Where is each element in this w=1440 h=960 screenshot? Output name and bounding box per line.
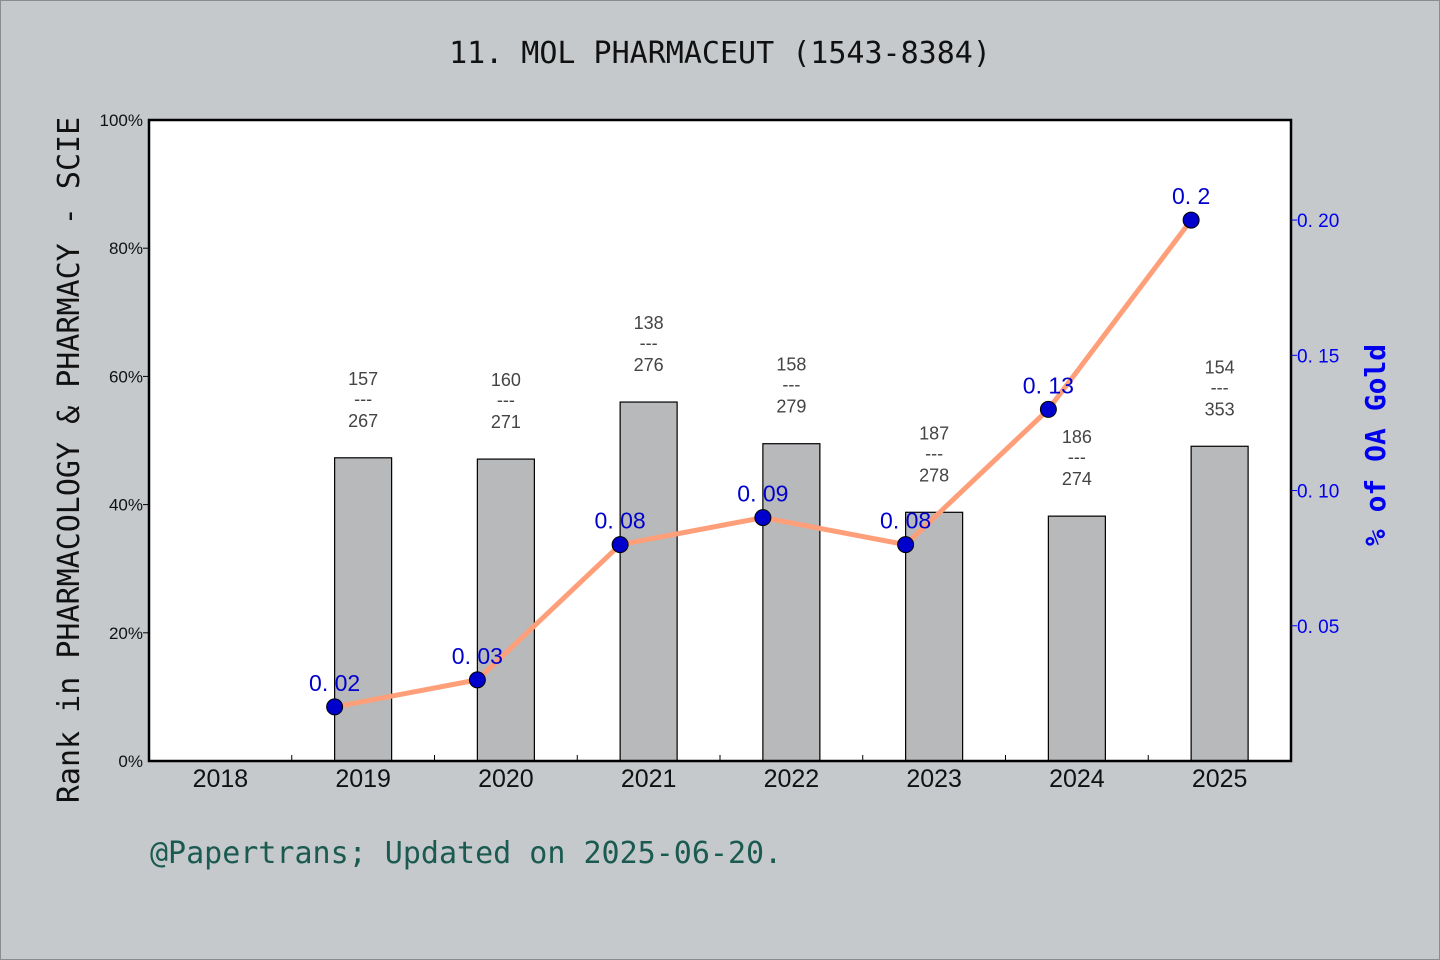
footer-credit: @Papertrans; Updated on 2025-06-20.	[150, 836, 783, 871]
line-series: 0. 02 0. 03 0. 08 0. 09 0. 08 0. 13 0. 2	[309, 183, 1210, 716]
bar-label-rank: 138	[634, 313, 664, 333]
point-label: 0. 09	[737, 481, 788, 507]
point-label: 0. 02	[309, 670, 360, 696]
y-tick-right: 0. 20	[1297, 211, 1339, 232]
point-label: 0. 03	[452, 643, 503, 669]
axis-ticks: 0% 20% 40% 60% 80% 100% 0. 05 0. 10 0. 15 0. 20 20…	[100, 111, 1340, 793]
point-label: 0. 2	[1172, 183, 1210, 209]
point-label: 0. 08	[880, 508, 931, 534]
x-tick-2022: 2022	[764, 765, 820, 793]
x-tick-2023: 2023	[906, 765, 962, 793]
plot-area	[149, 120, 1291, 761]
bar-label-total: 267	[348, 411, 378, 431]
bar-label-rank: 187	[919, 423, 949, 443]
bar-label-total: 271	[491, 412, 521, 432]
bar-label-sep: ---	[925, 443, 943, 463]
bar-2021	[619, 401, 678, 762]
point-label: 0. 13	[1023, 372, 1074, 398]
bar-2022	[762, 443, 821, 762]
bar-series	[334, 401, 1249, 762]
data-point-2021	[611, 536, 629, 554]
y-tick-left: 40%	[109, 496, 143, 515]
y-tick-right: 0. 05	[1297, 617, 1339, 638]
bar-label-sep: ---	[782, 375, 800, 395]
data-point-2025	[1182, 211, 1200, 229]
data-point-2023	[897, 536, 915, 554]
data-point-2022	[754, 509, 772, 527]
data-point-2020	[468, 671, 486, 689]
x-tick-2025: 2025	[1192, 765, 1248, 793]
bar-label-rank: 158	[776, 355, 806, 375]
bar-label-rank: 154	[1205, 357, 1235, 377]
bar-label-rank: 186	[1062, 427, 1092, 447]
bar-label-total: 276	[634, 355, 664, 375]
y-axis-title-left: Rank in PHARMACOLOGY & PHARMACY - SCIE	[52, 117, 87, 803]
point-label: 0. 08	[595, 508, 646, 534]
bar-2020	[476, 458, 535, 762]
y-tick-left: 80%	[109, 239, 143, 258]
bar-label-sep: ---	[640, 333, 658, 353]
bar-label-sep: ---	[1211, 377, 1229, 397]
data-point-2019	[326, 698, 344, 716]
x-tick-2019: 2019	[335, 765, 391, 793]
y-axis-title-right: % of OA Gold	[1359, 344, 1392, 546]
y-tick-left: 60%	[109, 367, 143, 386]
bar-2023	[905, 511, 964, 762]
x-tick-2018: 2018	[193, 765, 249, 793]
bar-label-sep: ---	[354, 389, 372, 409]
y-tick-left: 20%	[109, 624, 143, 643]
x-tick-2021: 2021	[621, 765, 677, 793]
bar-2025	[1190, 445, 1249, 762]
bar-label-total: 279	[776, 397, 806, 417]
chart-title: 11. MOL PHARMACEUT (1543-8384)	[449, 36, 991, 71]
bar-2024	[1047, 515, 1106, 762]
bar-2019	[334, 457, 393, 762]
bar-label-total: 353	[1205, 399, 1235, 419]
y-tick-right: 0. 10	[1297, 482, 1339, 503]
x-tick-2020: 2020	[478, 765, 534, 793]
y-tick-left: 0%	[118, 752, 143, 771]
y-tick-left: 100%	[100, 111, 143, 130]
data-point-2024	[1039, 400, 1057, 418]
bar-label-rank: 160	[491, 370, 521, 390]
bar-label-rank: 157	[348, 369, 378, 389]
bar-label-sep: ---	[497, 390, 515, 410]
y-tick-right: 0. 15	[1297, 346, 1339, 367]
x-tick-2024: 2024	[1049, 765, 1105, 793]
bar-label-sep: ---	[1068, 447, 1086, 467]
bar-label-total: 278	[919, 465, 949, 485]
bar-label-total: 274	[1062, 469, 1092, 489]
